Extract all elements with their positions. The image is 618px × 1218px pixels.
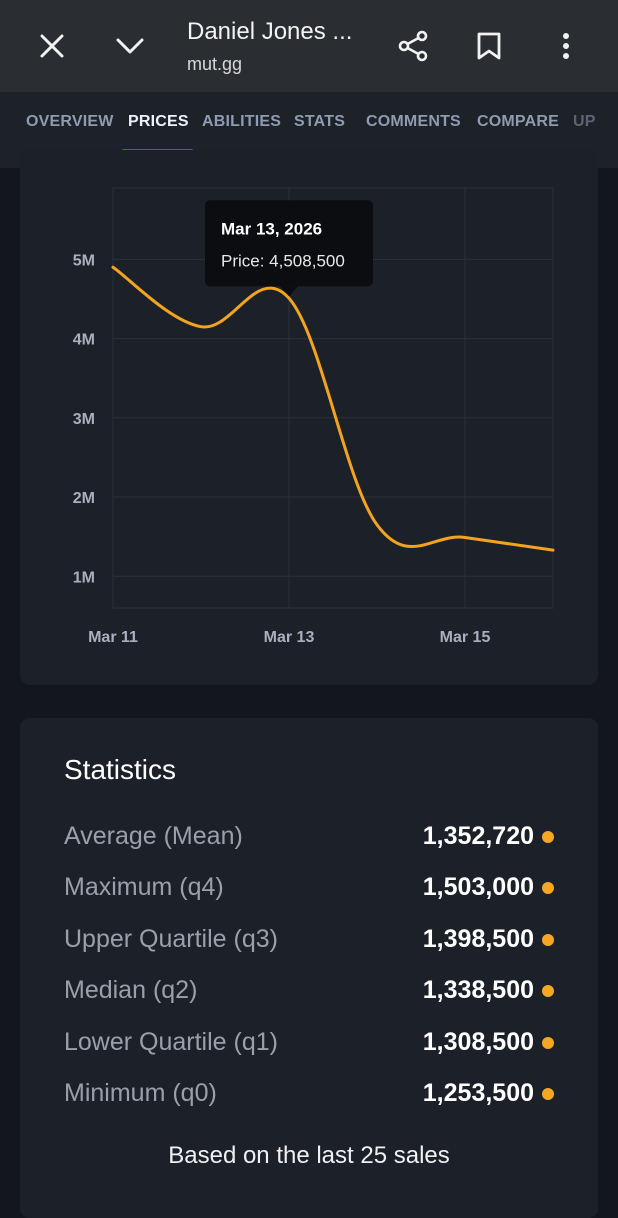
price-chart-card: 5M 4M 3M 2M 1M Mar 11 Mar 13 Mar 15 Mar 13, 2026…	[20, 150, 598, 685]
collapse-button[interactable]	[106, 22, 154, 70]
stat-row-median: Median (q2) 1,338,500	[64, 970, 554, 1010]
page-domain: mut.gg	[187, 54, 243, 74]
tab-abilities[interactable]: ABILITIES	[202, 113, 282, 130]
coin-dot-icon	[542, 831, 554, 843]
coin-dot-icon	[542, 934, 554, 946]
tab-compare[interactable]: COMPARE	[477, 113, 559, 130]
stat-row-q3: Upper Quartile (q3) 1,398,500	[64, 919, 554, 959]
more-vertical-icon	[563, 33, 569, 59]
price-series-line	[111, 265, 555, 552]
stat-value: 1,352,720	[422, 822, 534, 850]
share-button[interactable]	[389, 22, 437, 70]
stat-value: 1,503,000	[422, 873, 534, 901]
y-tick-label: 4M	[73, 332, 95, 349]
stat-value: 1,308,500	[422, 1028, 534, 1056]
tooltip-price: Price: 4,508,500	[221, 251, 345, 270]
sales-footnote: Based on the last 25 sales	[168, 1142, 450, 1169]
bookmark-button[interactable]	[465, 22, 513, 70]
more-options-button[interactable]	[542, 22, 590, 70]
chevron-down-icon	[116, 38, 144, 54]
tab-comments[interactable]: COMMENTS	[366, 113, 461, 130]
y-tick-label: 5M	[73, 252, 95, 269]
page-title: Daniel Jones ...	[187, 18, 353, 45]
close-icon	[40, 34, 64, 58]
chart-tooltip	[205, 200, 373, 287]
stat-label: Maximum (q4)	[64, 873, 224, 901]
x-tick-label: Mar 15	[440, 629, 491, 646]
coin-dot-icon	[542, 1037, 554, 1049]
tab-overview[interactable]: OVERVIEW	[26, 113, 114, 130]
y-tick-label: 3M	[73, 411, 95, 428]
stat-row-min: Minimum (q0) 1,253,500	[64, 1073, 554, 1113]
statistics-title: Statistics	[64, 754, 177, 785]
stat-label: Minimum (q0)	[64, 1079, 217, 1107]
tab-up[interactable]: UP	[573, 113, 596, 130]
x-tick-label: Mar 13	[264, 629, 315, 646]
tooltip-date: Mar 13, 2026	[221, 219, 322, 238]
coin-dot-icon	[542, 1088, 554, 1100]
y-tick-label: 2M	[73, 490, 95, 507]
bookmark-icon	[477, 32, 501, 60]
close-button[interactable]	[28, 22, 76, 70]
stat-row-mean: Average (Mean) 1,352,720	[64, 816, 554, 856]
tab-stats[interactable]: STATS	[294, 113, 346, 130]
stat-label: Median (q2)	[64, 976, 198, 1004]
tab-prices[interactable]: PRICES	[128, 113, 189, 130]
price-chart[interactable]: 5M 4M 3M 2M 1M Mar 11 Mar 13 Mar 15 Mar 13, 2026…	[20, 150, 598, 685]
coin-dot-icon	[542, 985, 554, 997]
coin-dot-icon	[542, 882, 554, 894]
stat-label: Average (Mean)	[64, 822, 243, 850]
y-tick-label: 1M	[73, 569, 95, 586]
stat-value: 1,253,500	[422, 1079, 534, 1107]
browser-top-bar: Daniel Jones ... mut.gg	[0, 0, 618, 92]
stat-value: 1,398,500	[422, 925, 534, 953]
share-icon	[398, 30, 428, 62]
stat-label: Lower Quartile (q1)	[64, 1028, 278, 1056]
statistics-card: Statistics Average (Mean) 1,352,720 Maxi…	[20, 718, 598, 1218]
stat-value: 1,338,500	[422, 976, 534, 1004]
chart-tooltip-arrow	[280, 286, 298, 297]
stat-row-q1: Lower Quartile (q1) 1,308,500	[64, 1022, 554, 1062]
x-tick-label: Mar 11	[88, 629, 138, 646]
stat-row-max: Maximum (q4) 1,503,000	[64, 867, 554, 907]
stat-label: Upper Quartile (q3)	[64, 925, 278, 953]
